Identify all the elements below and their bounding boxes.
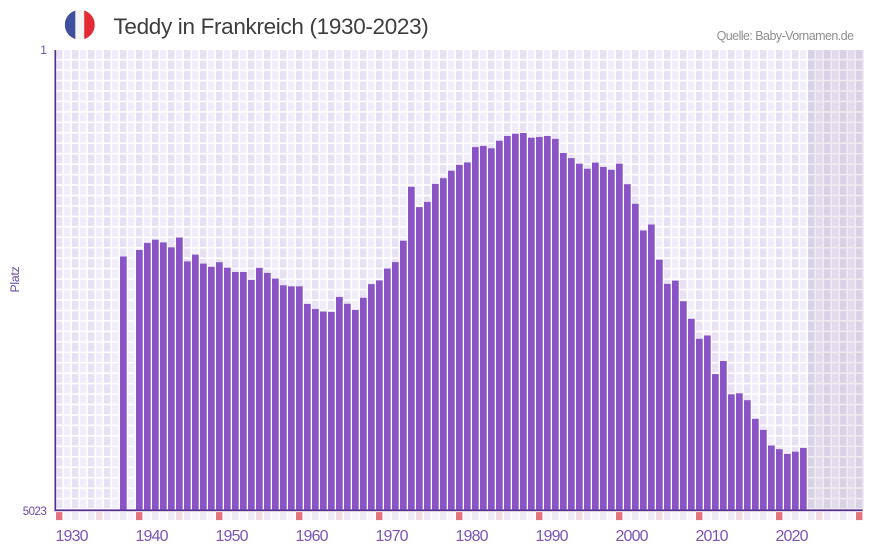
svg-text:1940: 1940 <box>136 528 169 545</box>
svg-text:1990: 1990 <box>536 528 569 545</box>
svg-text:2000: 2000 <box>616 528 649 545</box>
svg-text:Teddy in Frankreich (1930-2023: Teddy in Frankreich (1930-2023) <box>114 14 429 39</box>
svg-text:1980: 1980 <box>456 528 489 545</box>
svg-text:Quelle: Baby-Vornamen.de: Quelle: Baby-Vornamen.de <box>717 29 854 43</box>
svg-text:1960: 1960 <box>296 528 329 545</box>
svg-text:1950: 1950 <box>216 528 249 545</box>
svg-text:5023: 5023 <box>23 506 47 518</box>
svg-text:1930: 1930 <box>56 528 89 545</box>
svg-text:Platz: Platz <box>8 266 22 292</box>
svg-text:1970: 1970 <box>376 528 409 545</box>
svg-text:2010: 2010 <box>696 528 729 545</box>
svg-text:1: 1 <box>40 45 46 57</box>
svg-text:2020: 2020 <box>776 528 809 545</box>
